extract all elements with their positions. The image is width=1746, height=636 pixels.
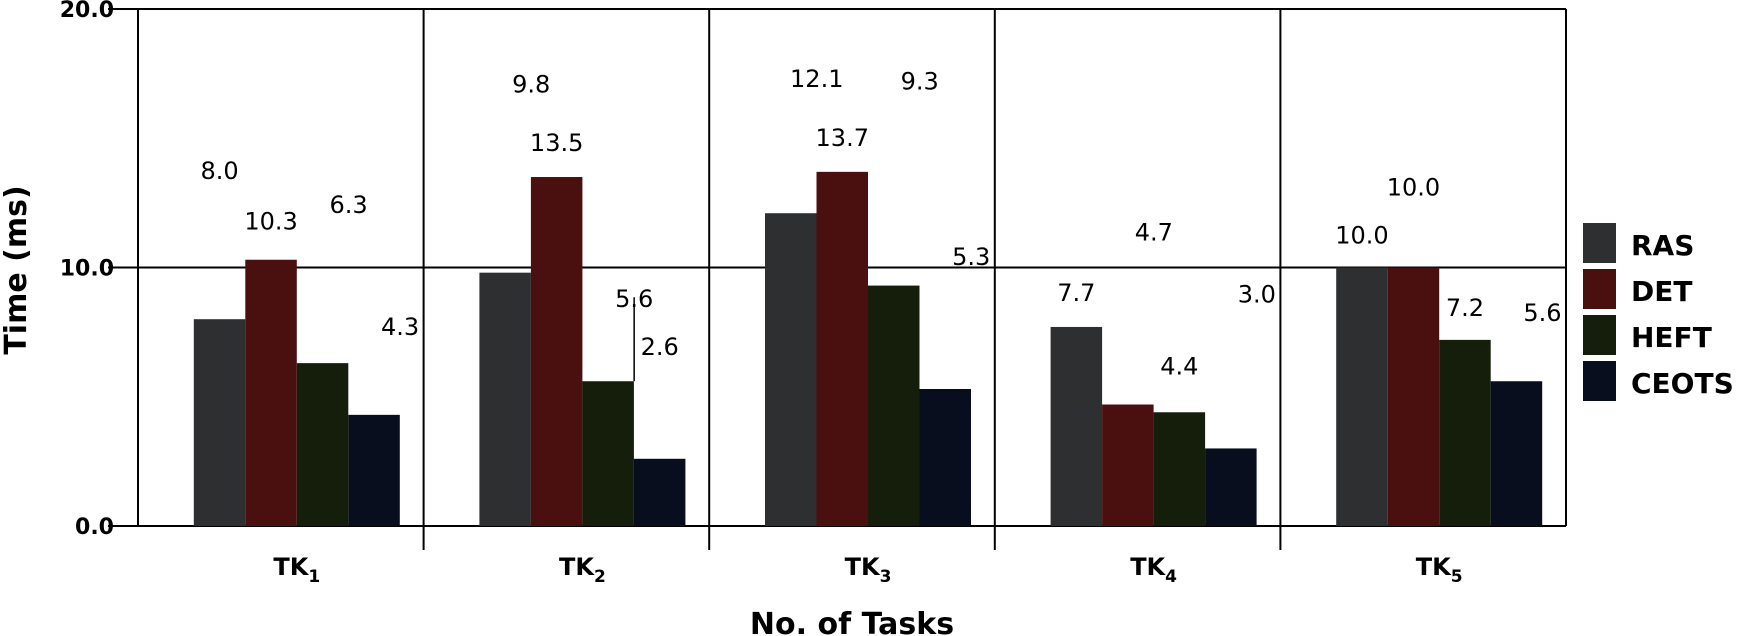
y-tick-label: 0.0 (75, 515, 114, 540)
legend-label-heft: HEFT (1631, 321, 1712, 354)
data-label: 2.6 (641, 333, 679, 361)
bar-ceots-tk2 (633, 458, 686, 526)
x-category-label: TK1 (273, 553, 320, 587)
data-label: 4.3 (381, 313, 419, 341)
bar-det-tk5 (1387, 267, 1440, 526)
legend-swatch-det (1583, 269, 1616, 309)
data-label: 4.7 (1135, 219, 1173, 247)
data-label: 10.3 (244, 208, 297, 236)
bar-det-tk1 (245, 259, 297, 526)
bar-ceots-tk1 (348, 414, 400, 526)
bar-heft-tk3 (868, 285, 920, 526)
data-label: 10.0 (1387, 174, 1440, 202)
data-label: 9.3 (901, 68, 939, 96)
x-category-label: TK3 (845, 553, 892, 587)
data-label: 3.0 (1238, 280, 1276, 308)
x-axis-title: No. of Tasks (750, 607, 954, 636)
x-category-label: TK4 (1130, 553, 1177, 587)
data-label: 6.3 (329, 191, 367, 219)
bar-det-tk3 (816, 171, 868, 527)
bar-ceots-tk5 (1490, 381, 1543, 526)
y-tick-label: 20.0 (60, 0, 114, 23)
data-label: 12.1 (790, 65, 843, 93)
bar-heft-tk1 (296, 363, 349, 526)
legend-label-det: DET (1631, 275, 1692, 308)
x-category-labels: TK1 TK2 TK3 TK4 TK5 (273, 553, 1462, 587)
bar-ceots-tk4 (1205, 448, 1257, 526)
bar-det-tk4 (1102, 404, 1154, 526)
x-category-label: TK5 (1416, 553, 1463, 587)
data-labels-layer: 8.010.3 6.3 4.3 9.8 13.5 5.6 2.6 12.1 13.7 9.3 5.3… (200, 65, 1562, 382)
bar-ras-tk3 (765, 213, 817, 526)
bar-det-tk2 (530, 177, 583, 526)
bar-heft-tk2 (582, 381, 634, 526)
x-category-label: TK2 (559, 553, 606, 587)
bar-ceots-tk3 (919, 388, 971, 526)
legend-swatch-heft (1583, 315, 1616, 355)
y-tick-label: 10.0 (60, 257, 114, 282)
legend-swatch-ceots (1583, 361, 1616, 401)
data-label: 9.8 (512, 71, 550, 99)
bar-heft-tk4 (1153, 412, 1206, 526)
data-label: 10.0 (1335, 222, 1388, 250)
legend-swatch-ras (1583, 223, 1616, 263)
bars-layer (193, 171, 1543, 527)
data-label: 13.5 (530, 129, 583, 157)
legend-label-ras: RAS (1631, 229, 1694, 262)
data-label: 5.6 (1523, 299, 1561, 327)
bar-ras-tk2 (479, 272, 531, 526)
bar-heft-tk5 (1439, 339, 1491, 526)
bar-ras-tk5 (1336, 267, 1388, 526)
legend: RAS DET HEFT CEOTS (1583, 223, 1734, 401)
legend-label-ceots: CEOTS (1631, 367, 1734, 400)
bar-ras-tk1 (193, 319, 246, 526)
y-tick-labels: 0.0 10.0 20.0 (60, 0, 114, 540)
data-label: 7.2 (1446, 294, 1484, 322)
data-label: 7.7 (1057, 279, 1095, 307)
data-label: 8.0 (200, 157, 238, 185)
data-label: 5.3 (952, 243, 990, 271)
y-axis-title: Time (ms) (0, 185, 34, 354)
bar-ras-tk4 (1050, 326, 1103, 526)
data-label: 4.4 (1160, 352, 1198, 380)
data-label: 13.7 (816, 124, 869, 152)
